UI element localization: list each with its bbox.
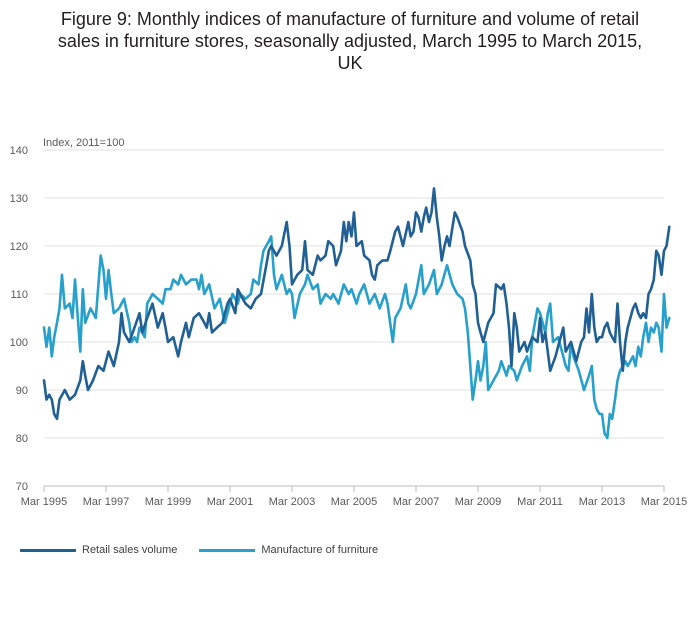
legend-swatch-manufacture (199, 548, 256, 552)
y-tick-label: 140 (10, 145, 28, 157)
x-tick-label: Mar 2009 (455, 496, 501, 508)
y-tick-label: 70 (16, 481, 28, 493)
legend: Retail sales volume Manufacture of furni… (20, 540, 400, 560)
chart-title: Figure 9: Monthly indices of manufacture… (20, 8, 680, 74)
y-tick-label: 110 (10, 289, 28, 301)
x-tick-label: Mar 2005 (331, 496, 377, 508)
chart-title-line-3: UK (337, 53, 363, 73)
x-tick-label: Mar 2003 (269, 496, 315, 508)
y-tick-label: 130 (10, 193, 28, 205)
legend-label-manufacture: Manufacture of furniture (261, 544, 379, 556)
legend-item-retail: Retail sales volume (20, 544, 177, 556)
y-axis-label: Index, 2011=100 (43, 137, 124, 149)
x-tick-label: Mar 2015 (641, 496, 687, 508)
axes: 70 80 90 100 110 120 130 140 Mar 1995 Mar 1997 Mar… (10, 145, 688, 508)
y-tick-label: 120 (10, 241, 28, 253)
chart-title-line-1: Figure 9: Monthly indices of manufacture… (60, 9, 640, 29)
x-tick-label: Mar 1997 (83, 496, 129, 508)
series-lines (42, 187, 671, 440)
x-tick-label: Mar 1999 (145, 496, 191, 508)
legend-label-retail: Retail sales volume (82, 544, 178, 556)
x-tick-label: Mar 2011 (517, 496, 563, 508)
y-tick-label: 80 (16, 433, 28, 445)
series-line-manufacture-of-furniture[interactable] (42, 235, 671, 440)
x-tick-label: Mar 2007 (393, 496, 439, 508)
y-tick-label: 100 (10, 337, 28, 349)
y-tick-label: 90 (16, 385, 28, 397)
series-line-retail-sales-volume[interactable] (42, 187, 671, 421)
x-tick-label: Mar 2013 (579, 496, 625, 508)
x-tick-label: Mar 1995 (21, 496, 67, 508)
legend-item-manufacture: Manufacture of furniture (199, 544, 378, 556)
x-tick-label: Mar 2001 (207, 496, 253, 508)
chart-title-line-2: sales in furniture stores, seasonally ad… (57, 31, 643, 51)
legend-swatch-retail (20, 548, 76, 552)
